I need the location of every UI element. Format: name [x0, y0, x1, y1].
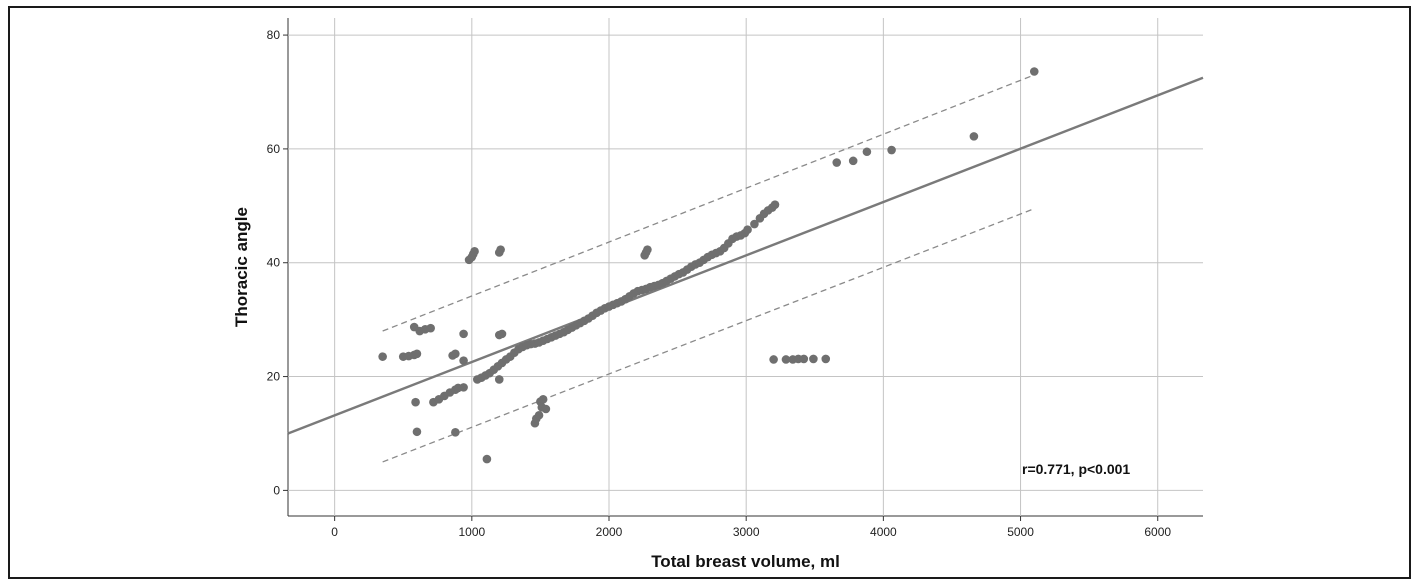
- x-tick-label: 4000: [870, 525, 897, 539]
- data-point: [534, 410, 544, 420]
- x-tick-label: 5000: [1007, 525, 1034, 539]
- data-point: [459, 356, 468, 365]
- data-point: [887, 145, 896, 155]
- y-tick-label: 80: [267, 28, 281, 42]
- data-point: [969, 132, 979, 141]
- data-point: [470, 247, 479, 256]
- data-point: [750, 219, 759, 229]
- data-point: [451, 428, 460, 437]
- data-point: [412, 349, 422, 359]
- data-point: [538, 395, 548, 404]
- x-tick-label: 0: [331, 525, 338, 539]
- lower-ci-line: [382, 208, 1035, 463]
- data-point: [770, 200, 780, 209]
- data-point: [497, 329, 507, 339]
- y-tick-label: 20: [267, 370, 281, 384]
- data-points: [378, 67, 1039, 464]
- data-point: [459, 329, 468, 339]
- data-point: [378, 352, 387, 361]
- data-point: [821, 354, 831, 364]
- data-point: [426, 323, 435, 333]
- y-axis-ticks: 0 20 40 60 80: [267, 28, 288, 497]
- data-point: [451, 349, 460, 359]
- chart-frame: [8, 6, 1411, 579]
- data-point: [832, 158, 842, 167]
- data-point: [848, 156, 858, 166]
- x-tick-label: 3000: [733, 525, 760, 539]
- fit-lines: [287, 74, 1204, 463]
- plot-area: [288, 18, 1203, 516]
- data-point: [781, 355, 791, 364]
- data-point: [459, 383, 468, 392]
- data-point: [412, 427, 422, 437]
- regression-line: [287, 76, 1204, 435]
- data-point: [862, 147, 872, 157]
- y-tick-label: 60: [267, 142, 281, 156]
- y-axis-title: Thoracic angle: [232, 207, 251, 327]
- grid-lines: [287, 18, 1203, 517]
- data-point: [496, 245, 505, 254]
- x-tick-label: 6000: [1144, 525, 1171, 539]
- data-point: [809, 354, 818, 364]
- data-point: [643, 245, 652, 254]
- x-axis-ticks: 0 1000 2000 3000 4000 5000 6000: [331, 516, 1171, 539]
- data-point: [494, 375, 504, 384]
- data-point: [1029, 67, 1039, 76]
- data-point: [799, 354, 809, 364]
- correlation-annotation: r=0.771, p<0.001: [1022, 461, 1130, 477]
- data-point: [541, 404, 551, 414]
- data-point: [743, 225, 752, 235]
- x-tick-label: 2000: [596, 525, 623, 539]
- data-point: [411, 397, 420, 407]
- data-point: [769, 355, 778, 364]
- upper-ci-line: [382, 74, 1035, 332]
- x-tick-label: 1000: [458, 525, 485, 539]
- y-tick-label: 40: [267, 256, 281, 270]
- y-tick-label: 0: [273, 483, 280, 497]
- x-axis-title: Total breast volume, ml: [651, 552, 840, 571]
- data-point: [482, 454, 492, 464]
